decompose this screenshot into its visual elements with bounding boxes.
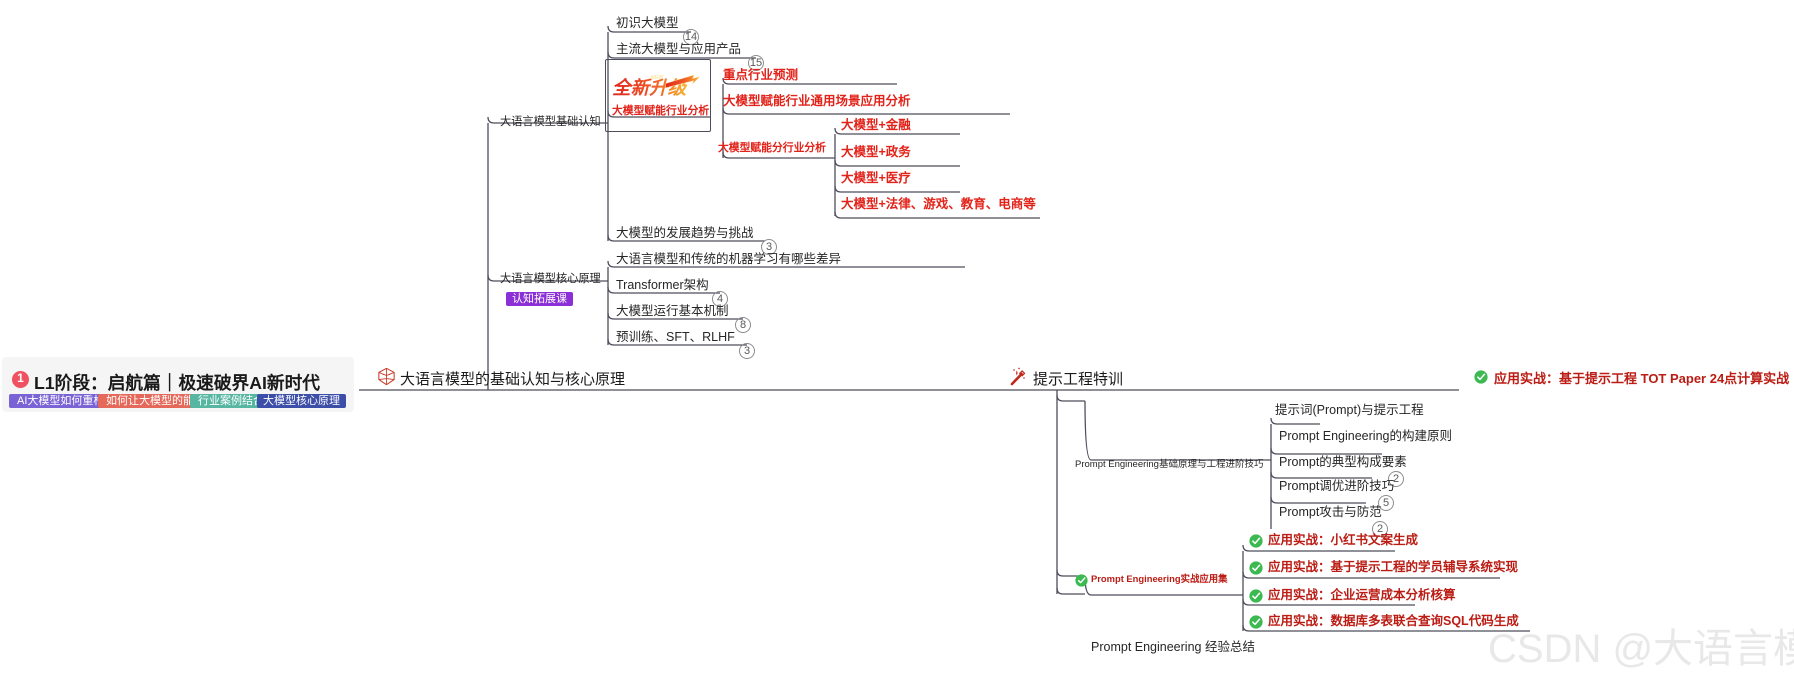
svg-text:NEW: NEW: [651, 75, 664, 81]
